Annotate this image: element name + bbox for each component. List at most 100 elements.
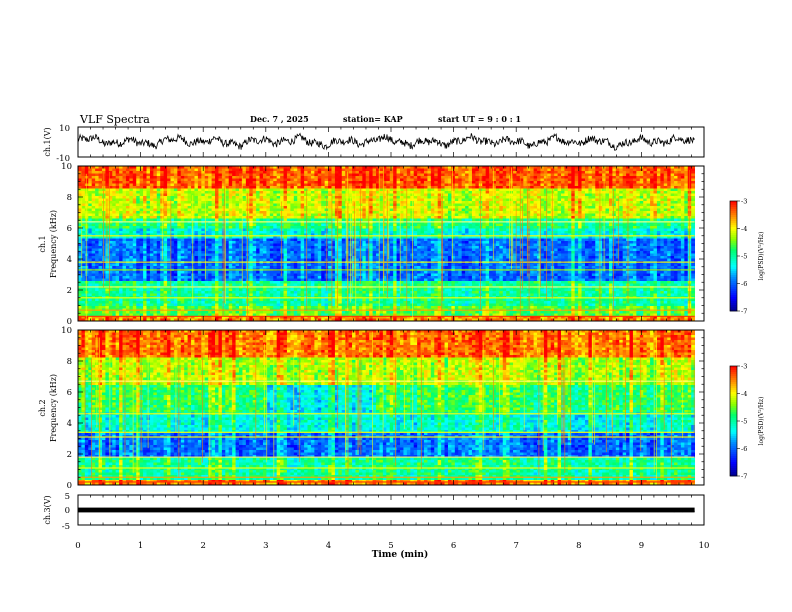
spectrogram-cell (147, 191, 151, 194)
spectrogram-cell (194, 171, 198, 174)
spectrogram-cell (410, 174, 414, 177)
spectrogram-cell (225, 186, 229, 189)
spectrogram-cell (362, 171, 366, 174)
spectrogram-cell (386, 181, 390, 184)
spectrogram-cell (640, 189, 644, 192)
spectrogram-cell (691, 171, 695, 174)
spectrogram-cell (174, 174, 178, 177)
spectrogram-cell (455, 181, 459, 184)
spectrogram-cell (619, 184, 623, 187)
spectrogram-cell (431, 174, 435, 177)
spectrogram-cell (198, 186, 202, 189)
spectrogram-cell (445, 191, 449, 194)
spectrogram-cell (123, 191, 127, 194)
spectrogram-cell (260, 184, 264, 187)
spectrogram-cell (660, 184, 664, 187)
spectrogram-cell (445, 169, 449, 172)
spectrogram-cell (664, 186, 668, 189)
spectrogram-cell (462, 189, 466, 192)
spectrogram-cell (390, 181, 394, 184)
spectrogram-cell (568, 191, 572, 194)
spectrogram-cell (379, 191, 383, 194)
spectrogram-cell (558, 186, 562, 189)
spectrogram-cell (297, 186, 301, 189)
spectrogram-cell (273, 169, 277, 172)
spectrogram-cell (123, 169, 127, 172)
spectrogram-cell (150, 189, 154, 192)
spectrogram-cell (592, 181, 596, 184)
spectrogram-cell (191, 169, 195, 172)
spectrogram-cell (616, 191, 620, 194)
spectrogram-cell (325, 186, 329, 189)
spectrogram-cell (167, 186, 171, 189)
spectrogram-cell (246, 176, 250, 179)
spectrogram-cell (133, 194, 137, 197)
spectrogram-cell (133, 184, 137, 187)
spectrogram-cell (201, 189, 205, 192)
spectrogram-cell (431, 194, 435, 197)
spectrogram-cell (246, 186, 250, 189)
spectrogram-cell (314, 191, 318, 194)
spectrogram-cell (647, 179, 651, 182)
spectrogram-cell (143, 189, 147, 192)
spectrogram-cell (681, 179, 685, 182)
spectrogram-cell (229, 179, 233, 182)
spectrogram-cell (462, 169, 466, 172)
spectrogram-cell (654, 191, 658, 194)
spectrogram-cell (314, 169, 318, 172)
spectrogram-cell (328, 186, 332, 189)
spectrogram-cell (414, 191, 418, 194)
spectrogram-cell (260, 186, 264, 189)
spectrogram-cell (421, 171, 425, 174)
spectrogram-cell (277, 191, 281, 194)
spectrogram-cell (277, 169, 281, 172)
spectrogram-cell (352, 176, 356, 179)
spectrogram-cell (472, 176, 476, 179)
spectrogram-cell (667, 181, 671, 184)
spectrogram-cell (119, 174, 123, 177)
spectrogram-cell (643, 191, 647, 194)
spectrogram-cell (424, 176, 428, 179)
spectrogram-cell (194, 169, 198, 172)
spectrogram-cell (181, 169, 185, 172)
spectrogram-cell (325, 176, 329, 179)
spectrogram-cell (554, 176, 558, 179)
spectrogram-cell (318, 181, 322, 184)
spectrogram-cell (112, 194, 116, 197)
spectrogram-cell (616, 184, 620, 187)
spectrogram-cell (335, 179, 339, 182)
spectrogram-cell (270, 184, 274, 187)
spectrogram-cell (332, 176, 336, 179)
spectrogram-cell (321, 184, 325, 187)
spectrogram-cell (616, 189, 620, 192)
spectrogram-cell (318, 184, 322, 187)
spectrogram-cell (592, 174, 596, 177)
spectrogram-cell (112, 191, 116, 194)
spectrogram-cell (691, 186, 695, 189)
spectrogram-cell (290, 174, 294, 177)
spectrogram-cell (301, 194, 305, 197)
spectrogram-cell (157, 171, 161, 174)
vlf-spectra-figure: VLF Spectra Dec. 7 , 2025 station= KAP s… (0, 0, 792, 612)
spectrogram-cell (681, 171, 685, 174)
spectrogram-cell (260, 169, 264, 172)
spectrogram-cell (657, 179, 661, 182)
spectrogram-cell (311, 191, 315, 194)
spectrogram-cell (691, 191, 695, 194)
spectrogram-cell (181, 174, 185, 177)
spectrogram-cell (674, 181, 678, 184)
spectrogram-cell (304, 194, 308, 197)
spectrogram-cell (660, 186, 664, 189)
spectrogram-cell (441, 189, 445, 192)
spectrogram-cell (585, 176, 589, 179)
spectrogram-cell (157, 179, 161, 182)
spectrogram-cell (318, 186, 322, 189)
spectrogram-cell (540, 179, 544, 182)
spectrogram-cell (578, 191, 582, 194)
spectrogram-cell (181, 181, 185, 184)
spectrogram-cell (88, 189, 92, 192)
spectrogram-cell (342, 179, 346, 182)
spectrogram-cell (81, 189, 85, 192)
spectrogram-cell (242, 191, 246, 194)
spectrogram-cell (85, 176, 89, 179)
